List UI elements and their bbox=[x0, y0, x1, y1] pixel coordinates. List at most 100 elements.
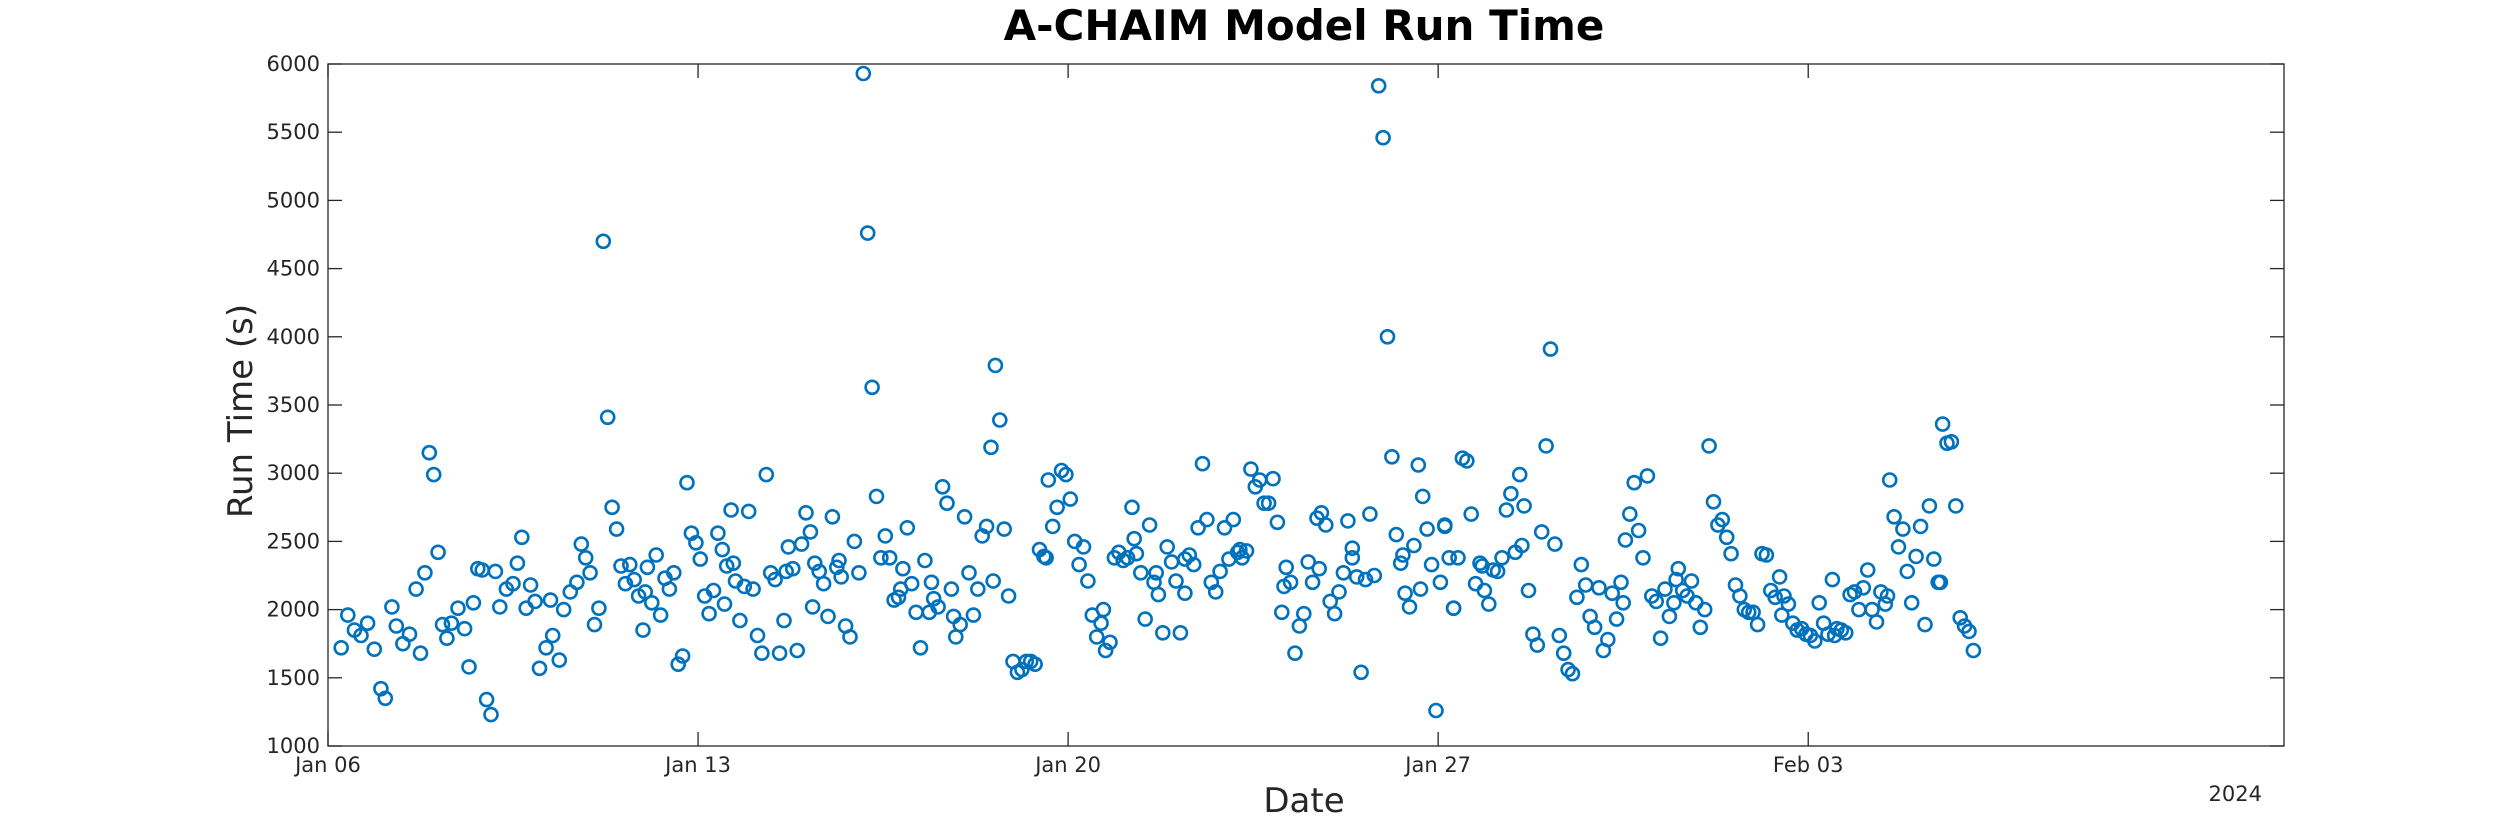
data-point bbox=[1126, 530, 1142, 547]
data-point bbox=[851, 564, 867, 581]
data-point bbox=[1414, 488, 1431, 505]
data-point bbox=[430, 544, 446, 561]
y-tick-label: 1000 bbox=[267, 734, 320, 758]
data-point bbox=[1538, 438, 1554, 454]
data-point bbox=[1388, 526, 1405, 543]
data-point bbox=[701, 605, 717, 622]
data-point bbox=[1890, 539, 1907, 555]
data-point bbox=[1564, 665, 1581, 682]
data-point bbox=[1529, 637, 1546, 653]
data-point bbox=[1265, 470, 1281, 487]
data-point bbox=[1232, 541, 1248, 558]
data-point bbox=[1423, 556, 1440, 573]
data-point bbox=[1362, 506, 1378, 522]
data-point bbox=[450, 600, 466, 617]
data-point bbox=[1274, 604, 1290, 621]
x-tick-label: Jan 27 bbox=[1403, 753, 1471, 777]
data-point bbox=[1615, 594, 1631, 611]
data-point bbox=[1256, 495, 1272, 512]
data-point bbox=[665, 564, 682, 581]
data-point bbox=[939, 495, 955, 512]
data-point bbox=[996, 521, 1013, 537]
data-point bbox=[1670, 560, 1687, 577]
data-point bbox=[401, 626, 418, 643]
data-point bbox=[509, 555, 526, 572]
data-point bbox=[643, 594, 660, 611]
data-point bbox=[740, 503, 757, 520]
data-point bbox=[637, 584, 654, 600]
data-point bbox=[538, 639, 554, 656]
data-point bbox=[1038, 549, 1054, 566]
y-tick-label: 4000 bbox=[267, 325, 320, 349]
data-point bbox=[1401, 599, 1418, 615]
data-point bbox=[793, 536, 810, 552]
data-point bbox=[1573, 556, 1590, 573]
data-point bbox=[1049, 499, 1065, 516]
data-point bbox=[1855, 579, 1872, 596]
data-point bbox=[1912, 518, 1929, 535]
data-point bbox=[586, 616, 603, 633]
x-axis: Jan 06 Jan 13 Jan 20 Jan 27 Feb 03 bbox=[293, 64, 1844, 777]
data-point bbox=[1494, 549, 1510, 566]
data-point bbox=[1071, 556, 1087, 573]
data-point bbox=[1895, 521, 1911, 537]
data-point bbox=[1630, 522, 1647, 539]
x-tick-label: Jan 06 bbox=[293, 753, 361, 777]
data-point bbox=[1437, 517, 1453, 533]
data-point bbox=[1375, 129, 1391, 146]
data-point bbox=[674, 648, 691, 664]
data-point bbox=[833, 569, 850, 585]
data-point bbox=[491, 599, 508, 615]
data-point bbox=[366, 641, 383, 658]
data-point bbox=[1318, 517, 1334, 533]
data-point bbox=[1516, 498, 1532, 514]
data-point bbox=[1476, 582, 1493, 599]
chart-title: A-CHAIM Model Run Time bbox=[1004, 1, 1605, 50]
data-point bbox=[1287, 645, 1303, 662]
data-point bbox=[421, 444, 438, 461]
data-point bbox=[758, 466, 775, 483]
data-point bbox=[710, 525, 726, 542]
data-point bbox=[1172, 624, 1189, 641]
y-tick-label: 1500 bbox=[267, 666, 320, 690]
data-point bbox=[725, 555, 742, 572]
data-point bbox=[1661, 608, 1678, 625]
data-point bbox=[917, 552, 933, 569]
data-point bbox=[767, 571, 783, 588]
data-point bbox=[1397, 585, 1413, 602]
data-point bbox=[1075, 539, 1092, 555]
data-point bbox=[1379, 328, 1396, 345]
data-point bbox=[978, 518, 995, 535]
data-point bbox=[1881, 472, 1898, 488]
data-point bbox=[1547, 536, 1563, 552]
data-point bbox=[776, 612, 792, 629]
data-point bbox=[1696, 601, 1713, 618]
data-point bbox=[1278, 559, 1294, 576]
data-point bbox=[831, 552, 847, 569]
data-point bbox=[969, 581, 986, 597]
data-point bbox=[1370, 78, 1387, 94]
data-point bbox=[555, 601, 572, 618]
data-point bbox=[679, 474, 695, 491]
data-point bbox=[1903, 594, 1920, 611]
data-point bbox=[1948, 498, 1964, 514]
data-point bbox=[736, 578, 753, 595]
data-point bbox=[1489, 563, 1506, 580]
data-point bbox=[1666, 594, 1682, 611]
data-point bbox=[1899, 563, 1916, 580]
data-point bbox=[1040, 472, 1057, 488]
data-point bbox=[1450, 549, 1466, 566]
data-point bbox=[1826, 627, 1843, 644]
data-point bbox=[635, 622, 651, 638]
data-point bbox=[1243, 461, 1259, 477]
data-point bbox=[1353, 664, 1369, 681]
data-point bbox=[1199, 511, 1215, 528]
data-point bbox=[1366, 567, 1383, 584]
data-point bbox=[1168, 573, 1184, 589]
data-point bbox=[1459, 453, 1475, 469]
data-point bbox=[1520, 582, 1537, 599]
data-point bbox=[1102, 634, 1118, 651]
data-point bbox=[1445, 600, 1462, 617]
data-point bbox=[745, 581, 761, 597]
data-point bbox=[599, 409, 616, 426]
